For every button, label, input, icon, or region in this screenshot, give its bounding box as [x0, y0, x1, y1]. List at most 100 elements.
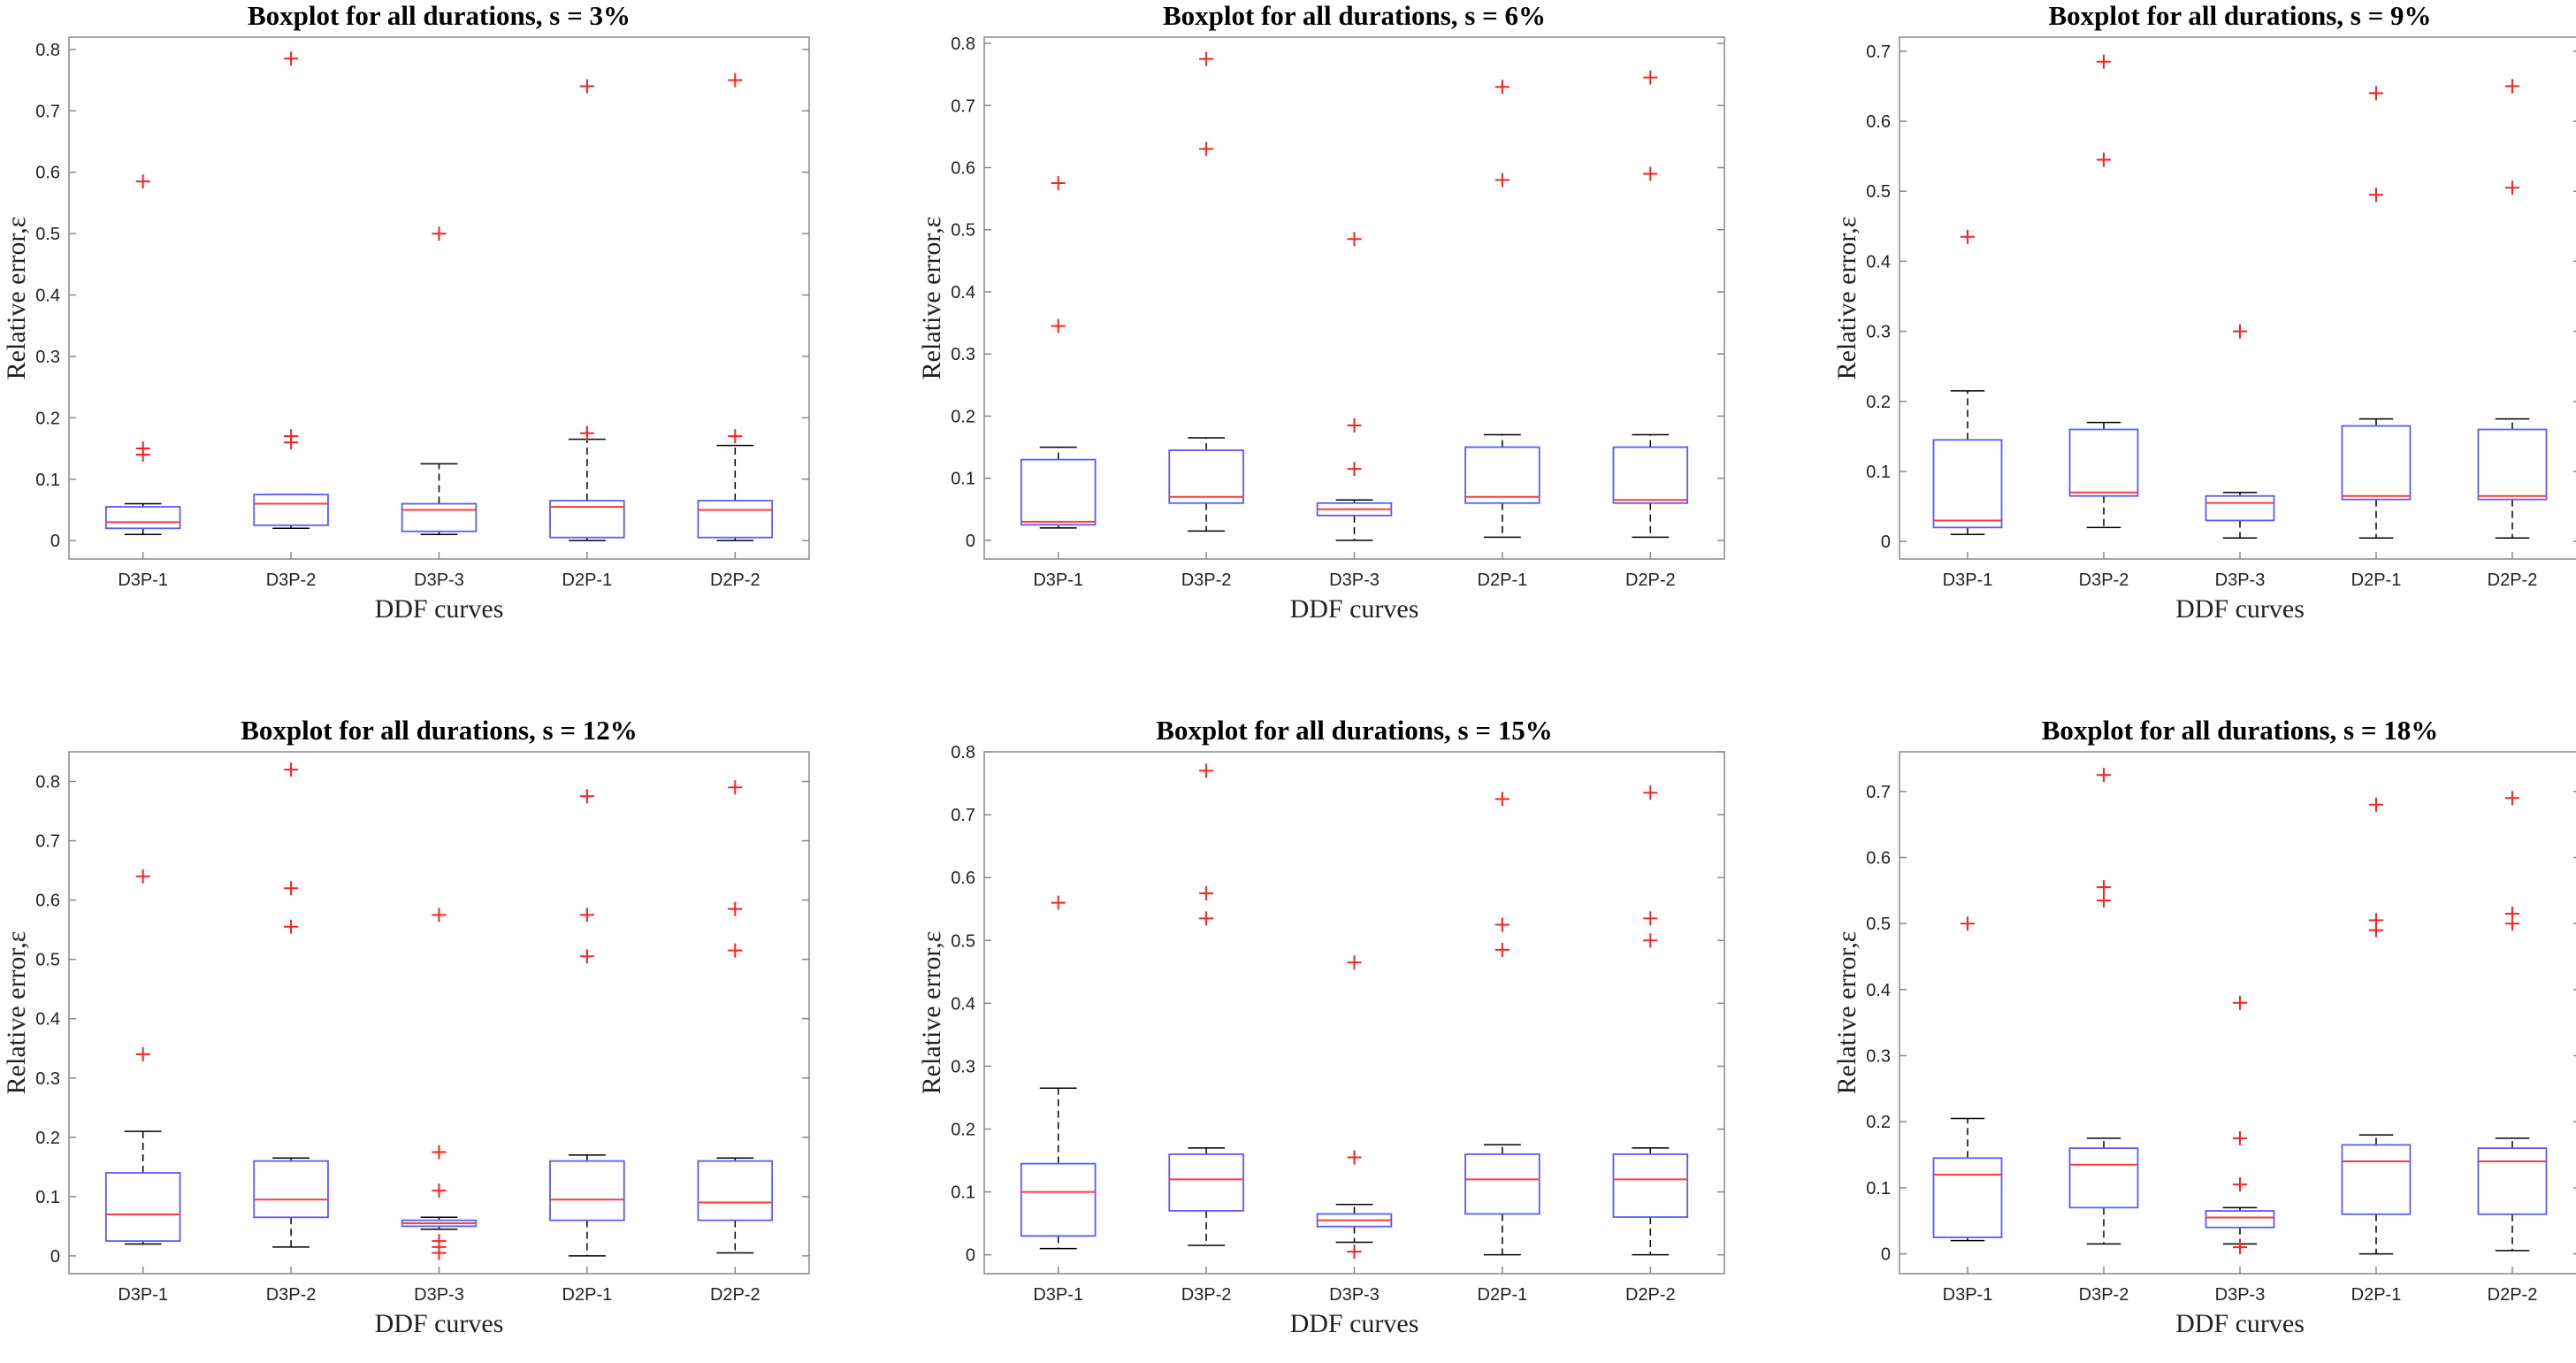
- y-tick-label: 0.8: [951, 743, 975, 762]
- x-tick-label: D3P-1: [1943, 1285, 1993, 1305]
- x-axis-label: DDF curves: [375, 594, 504, 624]
- y-tick-label: 0.6: [1866, 112, 1891, 132]
- y-tick-label: 0: [50, 1247, 60, 1267]
- y-axis-label: Relative error,ε: [2, 217, 31, 380]
- x-tick-label: D3P-1: [1033, 1285, 1083, 1305]
- y-tick-label: 0.1: [951, 1183, 975, 1203]
- box-D2P-2: D2P-2: [697, 73, 774, 590]
- y-tick-label: 0.3: [1866, 323, 1891, 342]
- outlier-marker: [2505, 180, 2519, 195]
- y-tick-label: 0.3: [951, 1057, 975, 1076]
- outlier-marker: [284, 51, 299, 66]
- outlier-marker: [1643, 933, 1658, 948]
- box-D3P-1: D3P-1: [104, 869, 181, 1305]
- x-tick-label: D2P-2: [2488, 1285, 2538, 1305]
- outlier-marker: [2369, 913, 2383, 928]
- boxplot-panel-3: Boxplot for all durations, s = 9% 0 0.1 0.2…: [1832, 0, 2576, 624]
- y-tick-label: 0.4: [1866, 981, 1891, 1000]
- x-tick-label: D3P-3: [2215, 570, 2266, 590]
- boxplot-panel-1: Boxplot for all durations, s = 3% 0 0.1 0.2…: [2, 0, 810, 624]
- box-iqr: [697, 1160, 774, 1221]
- box-D2P-1: D2P-1: [2341, 797, 2412, 1305]
- x-tick-label: D3P-1: [118, 570, 168, 590]
- outlier-marker: [1643, 911, 1658, 926]
- y-tick-label: 0.5: [1866, 182, 1891, 202]
- outlier-marker: [2369, 86, 2383, 101]
- outlier-marker: [1347, 462, 1362, 477]
- box-iqr: [1612, 446, 1689, 504]
- y-tick-label: 0.5: [951, 221, 975, 241]
- x-tick-label: D3P-3: [414, 570, 464, 590]
- box-D2P-2: D2P-2: [2477, 791, 2548, 1305]
- outlier-marker: [1494, 917, 1510, 932]
- outlier-marker: [2505, 906, 2519, 921]
- x-axis-label: DDF curves: [375, 1309, 504, 1338]
- box-iqr: [1020, 458, 1097, 526]
- y-tick-label: 0.7: [35, 832, 60, 852]
- y-tick-label: 0.4: [951, 994, 975, 1014]
- outlier-marker: [2505, 79, 2519, 94]
- box-D3P-3: D3P-3: [401, 226, 478, 590]
- x-tick-label: D3P-3: [414, 1285, 464, 1305]
- outlier-marker: [1051, 895, 1066, 910]
- box-iqr: [697, 500, 774, 539]
- box-iqr: [2341, 1144, 2412, 1215]
- y-axis-label: Relative error,ε: [1832, 217, 1861, 380]
- outlier-marker: [432, 226, 447, 241]
- box-iqr: [2205, 1210, 2275, 1229]
- y-tick-label: 0.8: [35, 41, 60, 60]
- y-tick-label: 0.4: [35, 287, 60, 306]
- box-iqr: [2477, 428, 2548, 501]
- y-tick-label: 0.6: [35, 892, 60, 911]
- x-tick-label: D3P-1: [1033, 570, 1083, 590]
- box-D2P-1: D2P-1: [2341, 86, 2412, 590]
- y-tick-label: 0.6: [1866, 848, 1891, 868]
- outlier-marker: [1643, 166, 1658, 181]
- outlier-marker: [1051, 176, 1066, 191]
- x-tick-label: D3P-1: [118, 1285, 168, 1305]
- outlier-marker: [135, 869, 150, 884]
- y-tick-label: 0.2: [1866, 1113, 1891, 1132]
- outlier-marker: [1347, 232, 1362, 247]
- y-axis-label: Relative error,ε: [1832, 931, 1861, 1095]
- box-D2P-2: D2P-2: [1612, 70, 1689, 590]
- outlier-marker: [579, 907, 594, 923]
- x-tick-label: D3P-3: [1329, 570, 1380, 590]
- x-tick-label: D3P-2: [1181, 570, 1232, 590]
- y-tick-label: 0.8: [35, 773, 60, 793]
- chart-title: Boxplot for all durations, s = 18%: [2042, 715, 2439, 746]
- box-iqr: [1168, 1153, 1244, 1212]
- x-tick-label: D2P-1: [2351, 1285, 2402, 1305]
- y-tick-label: 0.7: [1866, 783, 1891, 802]
- outlier-marker: [2097, 768, 2111, 783]
- box-iqr: [2068, 428, 2139, 497]
- chart-title: Boxplot for all durations, s = 12%: [241, 715, 638, 746]
- outlier-marker: [2097, 880, 2111, 895]
- x-tick-label: D2P-1: [562, 1285, 613, 1305]
- y-tick-label: 0.4: [951, 283, 975, 302]
- x-axis-label: DDF curves: [1290, 1309, 1419, 1338]
- y-tick-label: 0.2: [1866, 393, 1891, 412]
- y-tick-label: 0.3: [35, 348, 60, 367]
- outlier-marker: [1494, 80, 1510, 95]
- box-iqr: [1464, 446, 1540, 504]
- x-tick-label: D2P-2: [710, 1285, 761, 1305]
- boxplot-panel-6: Boxplot for all durations, s = 18% 0 0.1 0.…: [1832, 715, 2576, 1338]
- outlier-marker: [1347, 1150, 1362, 1165]
- x-tick-label: D2P-1: [562, 570, 613, 590]
- box-D3P-1: D3P-1: [1932, 229, 2003, 590]
- boxplot-panel-2: Boxplot for all durations, s = 6% 0 0.1 0.2…: [917, 0, 1725, 624]
- outlier-marker: [2369, 797, 2383, 812]
- x-tick-label: D3P-2: [2079, 570, 2129, 590]
- box-D2P-2: D2P-2: [1612, 785, 1689, 1305]
- y-tick-label: 0.1: [1866, 1179, 1891, 1198]
- outlier-marker: [1199, 763, 1214, 778]
- outlier-marker: [1494, 172, 1510, 188]
- x-tick-label: D2P-1: [1478, 1285, 1528, 1305]
- outlier-marker: [432, 1145, 447, 1160]
- y-tick-label: 0.1: [35, 471, 60, 490]
- box-D3P-1: D3P-1: [1932, 916, 2003, 1305]
- box-D3P-3: D3P-3: [401, 907, 478, 1305]
- outlier-marker: [2233, 1130, 2247, 1145]
- box-D3P-2: D3P-2: [1168, 51, 1244, 590]
